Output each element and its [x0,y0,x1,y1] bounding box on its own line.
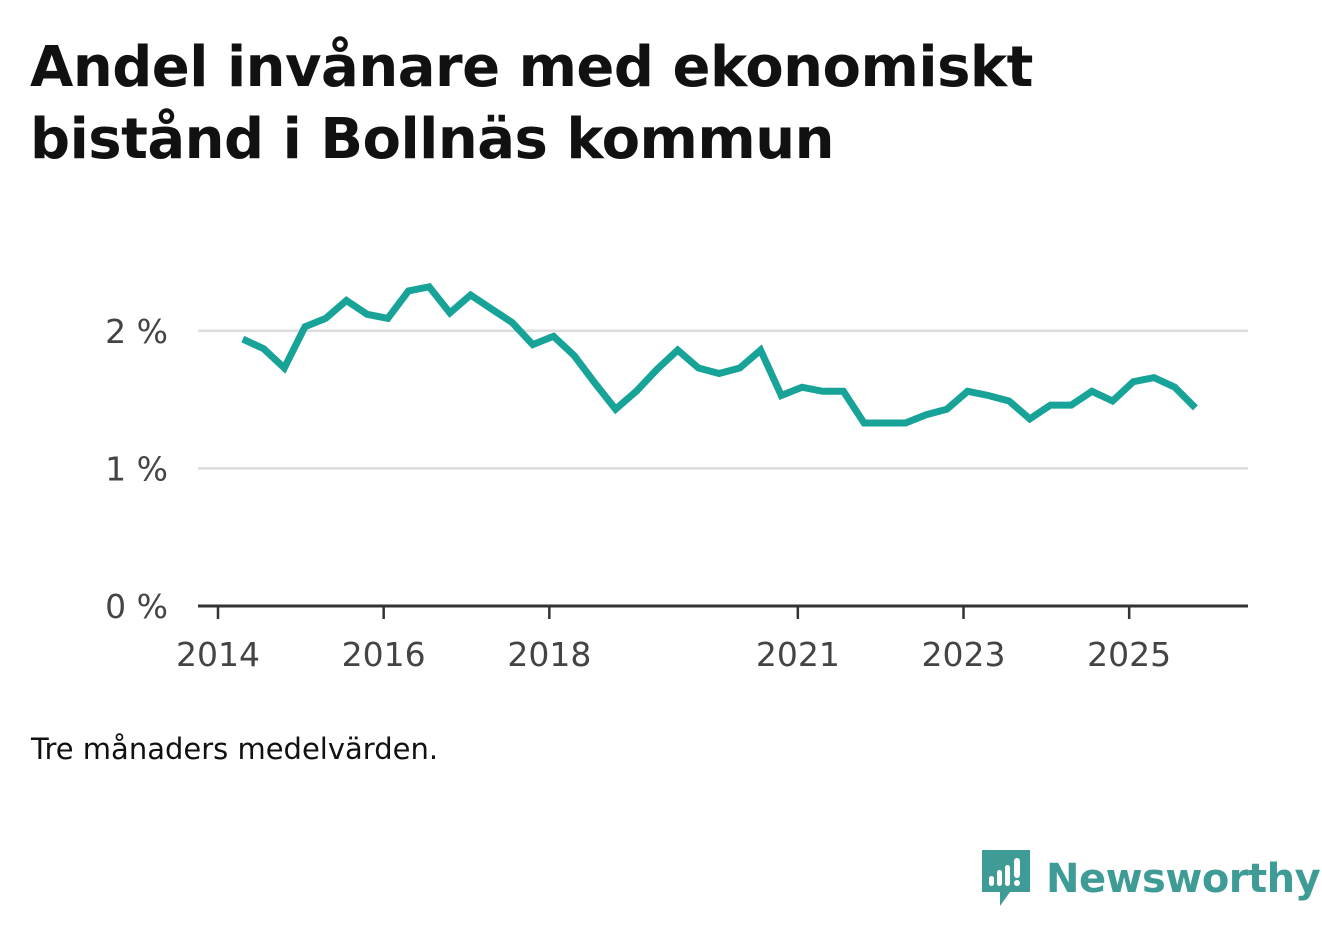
x-tick-label: 2021 [756,635,840,674]
brand-logo[interactable]: Newsworthy [980,848,1321,910]
x-tick-label: 2014 [176,635,260,674]
footnote: Tre månaders medelvärden. [31,732,439,766]
y-tick-label: 1 % [105,449,168,488]
series-layer [241,282,1198,427]
x-axis-labels: 2014 2016 2018 2021 2023 2025 [176,635,1171,674]
grid-lines [198,329,1248,470]
brand-name: Newsworthy [1046,856,1321,902]
y-tick-label: 0 % [105,587,168,626]
line-chart: 0 % 1 % 2 % 2014 2016 2018 2021 2023 2025 [105,282,1248,674]
y-tick-label: 2 % [105,312,168,351]
y-axis-labels: 0 % 1 % 2 % [105,312,168,626]
x-tick-label: 2025 [1087,635,1171,674]
x-axis [198,604,1248,619]
chart-title: Andel invånare med ekonomiskt bistånd i … [30,35,1033,172]
series-line [241,282,1198,427]
x-tick-label: 2016 [342,635,426,674]
x-tick-label: 2018 [507,635,591,674]
x-tick-label: 2023 [922,635,1006,674]
newsworthy-logo-icon [982,850,1030,906]
